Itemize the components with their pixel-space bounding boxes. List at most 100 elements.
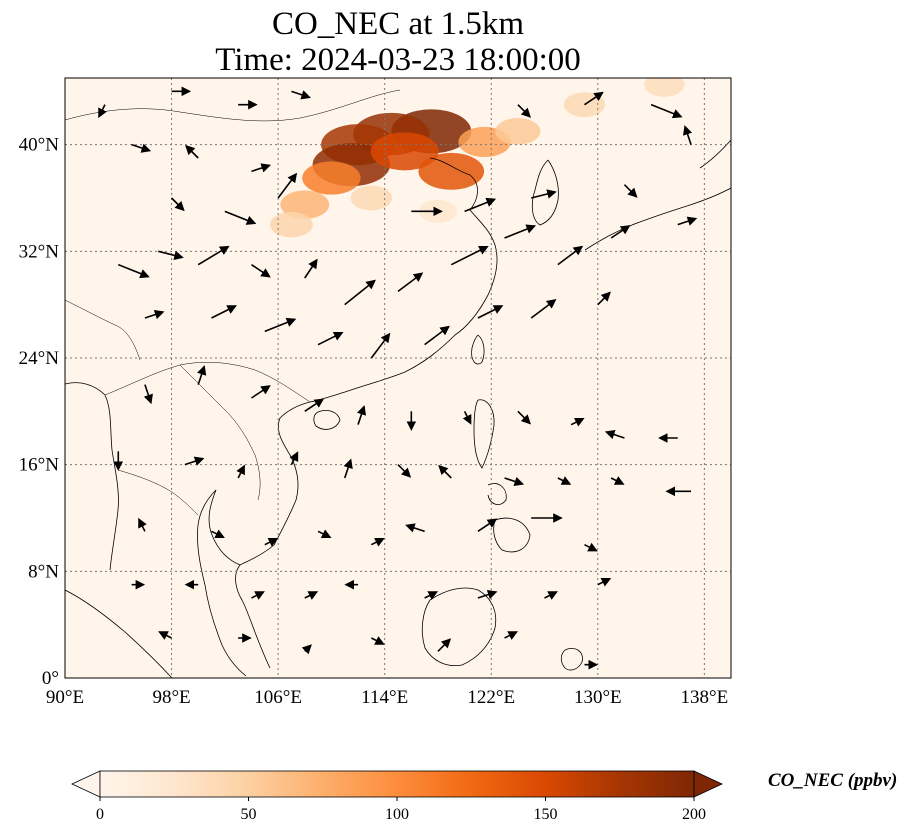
y-tick-label: 24°N <box>19 348 60 369</box>
wind-arrow <box>464 197 497 213</box>
wind-arrow <box>264 537 279 547</box>
wind-arrow <box>462 410 472 425</box>
wind-arrow <box>304 258 318 279</box>
colorbar-extend-max <box>693 770 723 798</box>
wind-arrow <box>277 172 298 199</box>
concentration-patch <box>270 211 313 238</box>
wind-arrow <box>317 529 332 539</box>
colorbar-tick-label: 50 <box>241 806 257 823</box>
concentration-patch <box>644 78 685 97</box>
colorbar-extend-min <box>71 770 101 798</box>
wind-arrow <box>251 264 271 278</box>
concentration-patch <box>350 185 393 211</box>
wind-arrow <box>371 537 385 547</box>
wind-arrow <box>450 245 489 266</box>
colorbar-label: CO_NEC (ppbv) <box>768 770 898 791</box>
wind-arrow <box>683 125 693 145</box>
wind-arrow <box>677 216 698 226</box>
wind-arrow <box>517 410 532 425</box>
wind-arrow <box>289 451 299 466</box>
x-tick-label: 106°E <box>254 687 302 708</box>
coastlines <box>65 89 731 678</box>
border-china-west <box>65 299 141 361</box>
wind-arrow <box>197 245 230 266</box>
concentration-patch <box>370 132 439 171</box>
y-tick-label: 40°N <box>19 135 60 156</box>
wind-arrow <box>504 631 518 640</box>
coastline-hainan <box>313 410 341 430</box>
border-laos-vietnam <box>179 364 261 501</box>
wind-arrow <box>397 272 424 292</box>
wind-arrow <box>344 279 376 306</box>
wind-arrow <box>597 291 611 306</box>
coastline-myanmar <box>65 382 119 571</box>
wind-arrow <box>211 305 237 319</box>
wind-arrow <box>98 104 107 119</box>
concentration-field <box>270 78 685 238</box>
wind-arrow <box>397 464 412 478</box>
y-tick-label: 0° <box>42 668 59 689</box>
chart-subtitle-time: Time: 2024-03-23 18:00:00 <box>215 42 581 78</box>
wind-arrow <box>504 476 525 487</box>
x-tick-label: 90°E <box>46 687 84 708</box>
concentration-patch <box>280 190 330 219</box>
coastline-gulf-thailand <box>197 489 247 677</box>
wind-arrow <box>530 299 557 319</box>
wind-arrow <box>138 517 147 532</box>
x-tick-label: 130°E <box>574 687 622 708</box>
wind-arrow <box>224 210 257 225</box>
coastline-sulawesi <box>560 647 583 671</box>
concentration-patch <box>418 152 485 190</box>
coastline-philippines-luzon <box>473 399 495 469</box>
wind-arrow <box>597 577 612 587</box>
wind-arrow <box>197 365 207 385</box>
wind-arrow <box>544 591 558 600</box>
wind-arrow <box>236 464 245 479</box>
coastline-japan <box>584 139 731 251</box>
x-tick-label: 138°E <box>681 687 729 708</box>
coastline-korea <box>531 159 559 226</box>
wind-arrow <box>251 385 271 399</box>
colorbar-tick-label: 150 <box>534 806 558 823</box>
wind-arrow <box>304 398 325 412</box>
wind-arrow <box>437 638 452 652</box>
wind-arrow <box>623 184 638 198</box>
wind-arrow <box>557 476 572 485</box>
map-background <box>65 78 731 678</box>
wind-arrow <box>570 417 585 427</box>
wind-arrow <box>317 331 344 346</box>
wind-arrow <box>158 250 184 261</box>
wind-arrow <box>477 518 498 532</box>
wind-arrow <box>343 458 353 479</box>
colorbar-tick-label: 100 <box>385 806 409 823</box>
y-tick-label: 8°N <box>28 561 59 582</box>
x-tick-label: 122°E <box>467 687 515 708</box>
y-tick-label: 16°N <box>19 455 60 476</box>
border-china-south <box>104 362 311 403</box>
concentration-patch <box>495 118 541 145</box>
wind-arrow <box>170 197 185 212</box>
wind-arrow <box>264 317 297 333</box>
concentration-patch <box>302 161 361 195</box>
x-tick-label: 98°E <box>152 687 190 708</box>
coastline-sumatra <box>65 589 173 678</box>
wind-arrow <box>370 332 391 359</box>
wind-arrow <box>477 589 498 600</box>
y-tick-label: 32°N <box>19 241 60 262</box>
wind-arrow <box>185 144 199 159</box>
coastline-china-east <box>309 157 498 403</box>
wind-arrow <box>144 309 165 320</box>
wind-arrow <box>301 644 312 655</box>
wind-arrow <box>251 591 265 600</box>
wind-arrow <box>584 542 598 552</box>
colorbar-gradient <box>99 770 695 798</box>
wind-arrow <box>405 523 425 533</box>
border-mongolia <box>65 89 401 122</box>
wind-vectors <box>98 86 698 670</box>
wind-arrow <box>211 529 225 539</box>
wind-arrow <box>438 464 452 479</box>
wind-arrow <box>371 636 385 645</box>
wind-arrow <box>158 631 172 640</box>
map-frame <box>64 77 732 679</box>
coastline-taiwan <box>471 334 485 365</box>
